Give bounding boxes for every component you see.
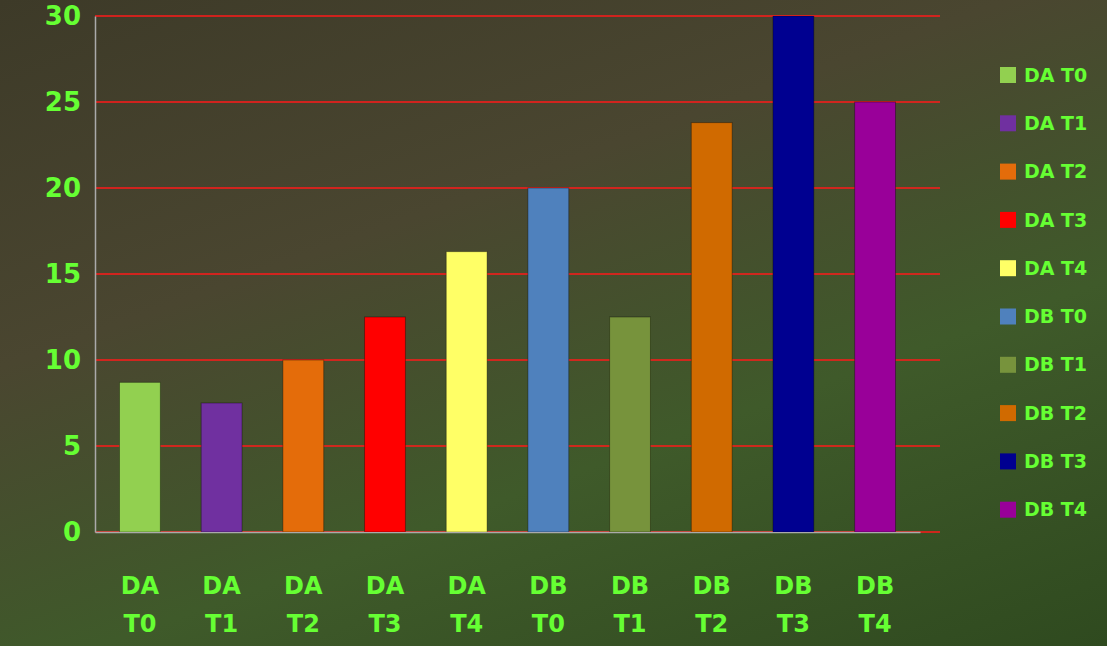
y-axis: 0 5 10 15 20 25 30 bbox=[45, 1, 96, 547]
x-tick-label: DAT0 bbox=[121, 572, 160, 638]
y-tick: 20 bbox=[45, 173, 95, 203]
legend-swatch bbox=[1000, 357, 1016, 373]
legend-item: DB T2 bbox=[1000, 402, 1087, 424]
legend-label: DB T4 bbox=[1024, 498, 1087, 520]
legend-label: DA T0 bbox=[1024, 64, 1087, 86]
legend-label: DB T0 bbox=[1024, 305, 1087, 327]
legend-label: DA T2 bbox=[1024, 160, 1087, 182]
x-tick: DBT2 bbox=[693, 532, 731, 638]
legend-swatch bbox=[1000, 260, 1016, 276]
legend-item: DB T4 bbox=[1000, 498, 1087, 520]
y-tick-label: 10 bbox=[45, 345, 81, 375]
bar bbox=[446, 252, 487, 532]
y-tick: 30 bbox=[45, 1, 95, 31]
legend-item: DA T1 bbox=[1000, 112, 1087, 134]
y-tick-label: 30 bbox=[45, 1, 81, 31]
x-tick: DAT1 bbox=[202, 532, 241, 638]
legend-label: DA T1 bbox=[1024, 112, 1087, 134]
legend-swatch bbox=[1000, 309, 1016, 325]
x-tick-label: DBT3 bbox=[774, 572, 812, 638]
legend-item: DB T3 bbox=[1000, 450, 1087, 472]
y-tick: 5 bbox=[63, 431, 95, 461]
legend-label: DA T4 bbox=[1024, 257, 1087, 279]
x-tick: DBT1 bbox=[611, 532, 649, 638]
bar bbox=[528, 188, 569, 532]
legend-label: DB T1 bbox=[1024, 353, 1087, 375]
bar bbox=[201, 403, 242, 532]
bar bbox=[365, 317, 406, 532]
legend-item: DA T3 bbox=[1000, 209, 1087, 231]
y-axis-line bbox=[95, 17, 97, 533]
legend-swatch bbox=[1000, 115, 1016, 131]
legend-swatch bbox=[1000, 164, 1016, 180]
x-tick: DBT0 bbox=[529, 532, 567, 638]
x-tick: DBT3 bbox=[774, 532, 812, 638]
x-axis: DAT0 DAT1 DAT2 DAT3 DAT4 DBT0 DBT1 DBT2 DBT3 DBT4 bbox=[96, 532, 921, 638]
bar bbox=[773, 16, 814, 532]
y-tick: 15 bbox=[45, 259, 95, 289]
x-tick-label: DBT2 bbox=[693, 572, 731, 638]
y-tick: 0 bbox=[63, 517, 95, 547]
y-tick-label: 25 bbox=[45, 87, 81, 117]
x-tick: DAT4 bbox=[447, 532, 486, 638]
x-tick-label: DAT4 bbox=[447, 572, 486, 638]
bar bbox=[610, 317, 651, 532]
bar bbox=[691, 123, 732, 532]
y-tick: 10 bbox=[45, 345, 95, 375]
legend-item: DA T2 bbox=[1000, 160, 1087, 182]
x-tick-label: DAT2 bbox=[284, 572, 323, 638]
legend-label: DA T3 bbox=[1024, 209, 1087, 231]
x-tick-label: DAT3 bbox=[366, 572, 405, 638]
bar bbox=[855, 102, 896, 532]
x-tick: DAT3 bbox=[366, 532, 405, 638]
legend-swatch bbox=[1000, 405, 1016, 421]
legend-item: DB T1 bbox=[1000, 353, 1087, 375]
x-tick: DBT4 bbox=[856, 532, 894, 638]
y-tick-label: 5 bbox=[63, 431, 81, 461]
legend-item: DB T0 bbox=[1000, 305, 1087, 327]
grid bbox=[95, 16, 940, 532]
legend-item: DA T4 bbox=[1000, 257, 1087, 279]
bar bbox=[120, 382, 161, 532]
x-tick-label: DBT0 bbox=[529, 572, 567, 638]
x-tick-label: DAT1 bbox=[202, 572, 241, 638]
legend-item: DA T0 bbox=[1000, 64, 1087, 86]
chart: 0 5 10 15 20 25 30 DAT0 DAT1 DAT2 DAT3 DAT4 DBT0 DBT1… bbox=[0, 0, 1107, 646]
y-tick-label: 0 bbox=[63, 517, 81, 547]
x-tick: DAT0 bbox=[121, 532, 160, 638]
x-tick-label: DBT4 bbox=[856, 572, 894, 638]
legend-swatch bbox=[1000, 453, 1016, 469]
legend-swatch bbox=[1000, 67, 1016, 83]
bars bbox=[120, 16, 896, 532]
x-tick-label: DBT1 bbox=[611, 572, 649, 638]
legend-label: DB T3 bbox=[1024, 450, 1087, 472]
y-tick: 25 bbox=[45, 87, 95, 117]
legend: DA T0 DA T1 DA T2 DA T3 DA T4 DB T0 DB T1 DB T2… bbox=[1000, 64, 1087, 521]
legend-label: DB T2 bbox=[1024, 402, 1087, 424]
legend-swatch bbox=[1000, 212, 1016, 228]
legend-swatch bbox=[1000, 502, 1016, 518]
bar bbox=[283, 360, 324, 532]
y-tick-label: 20 bbox=[45, 173, 81, 203]
x-tick: DAT2 bbox=[284, 532, 323, 638]
y-tick-label: 15 bbox=[45, 259, 81, 289]
